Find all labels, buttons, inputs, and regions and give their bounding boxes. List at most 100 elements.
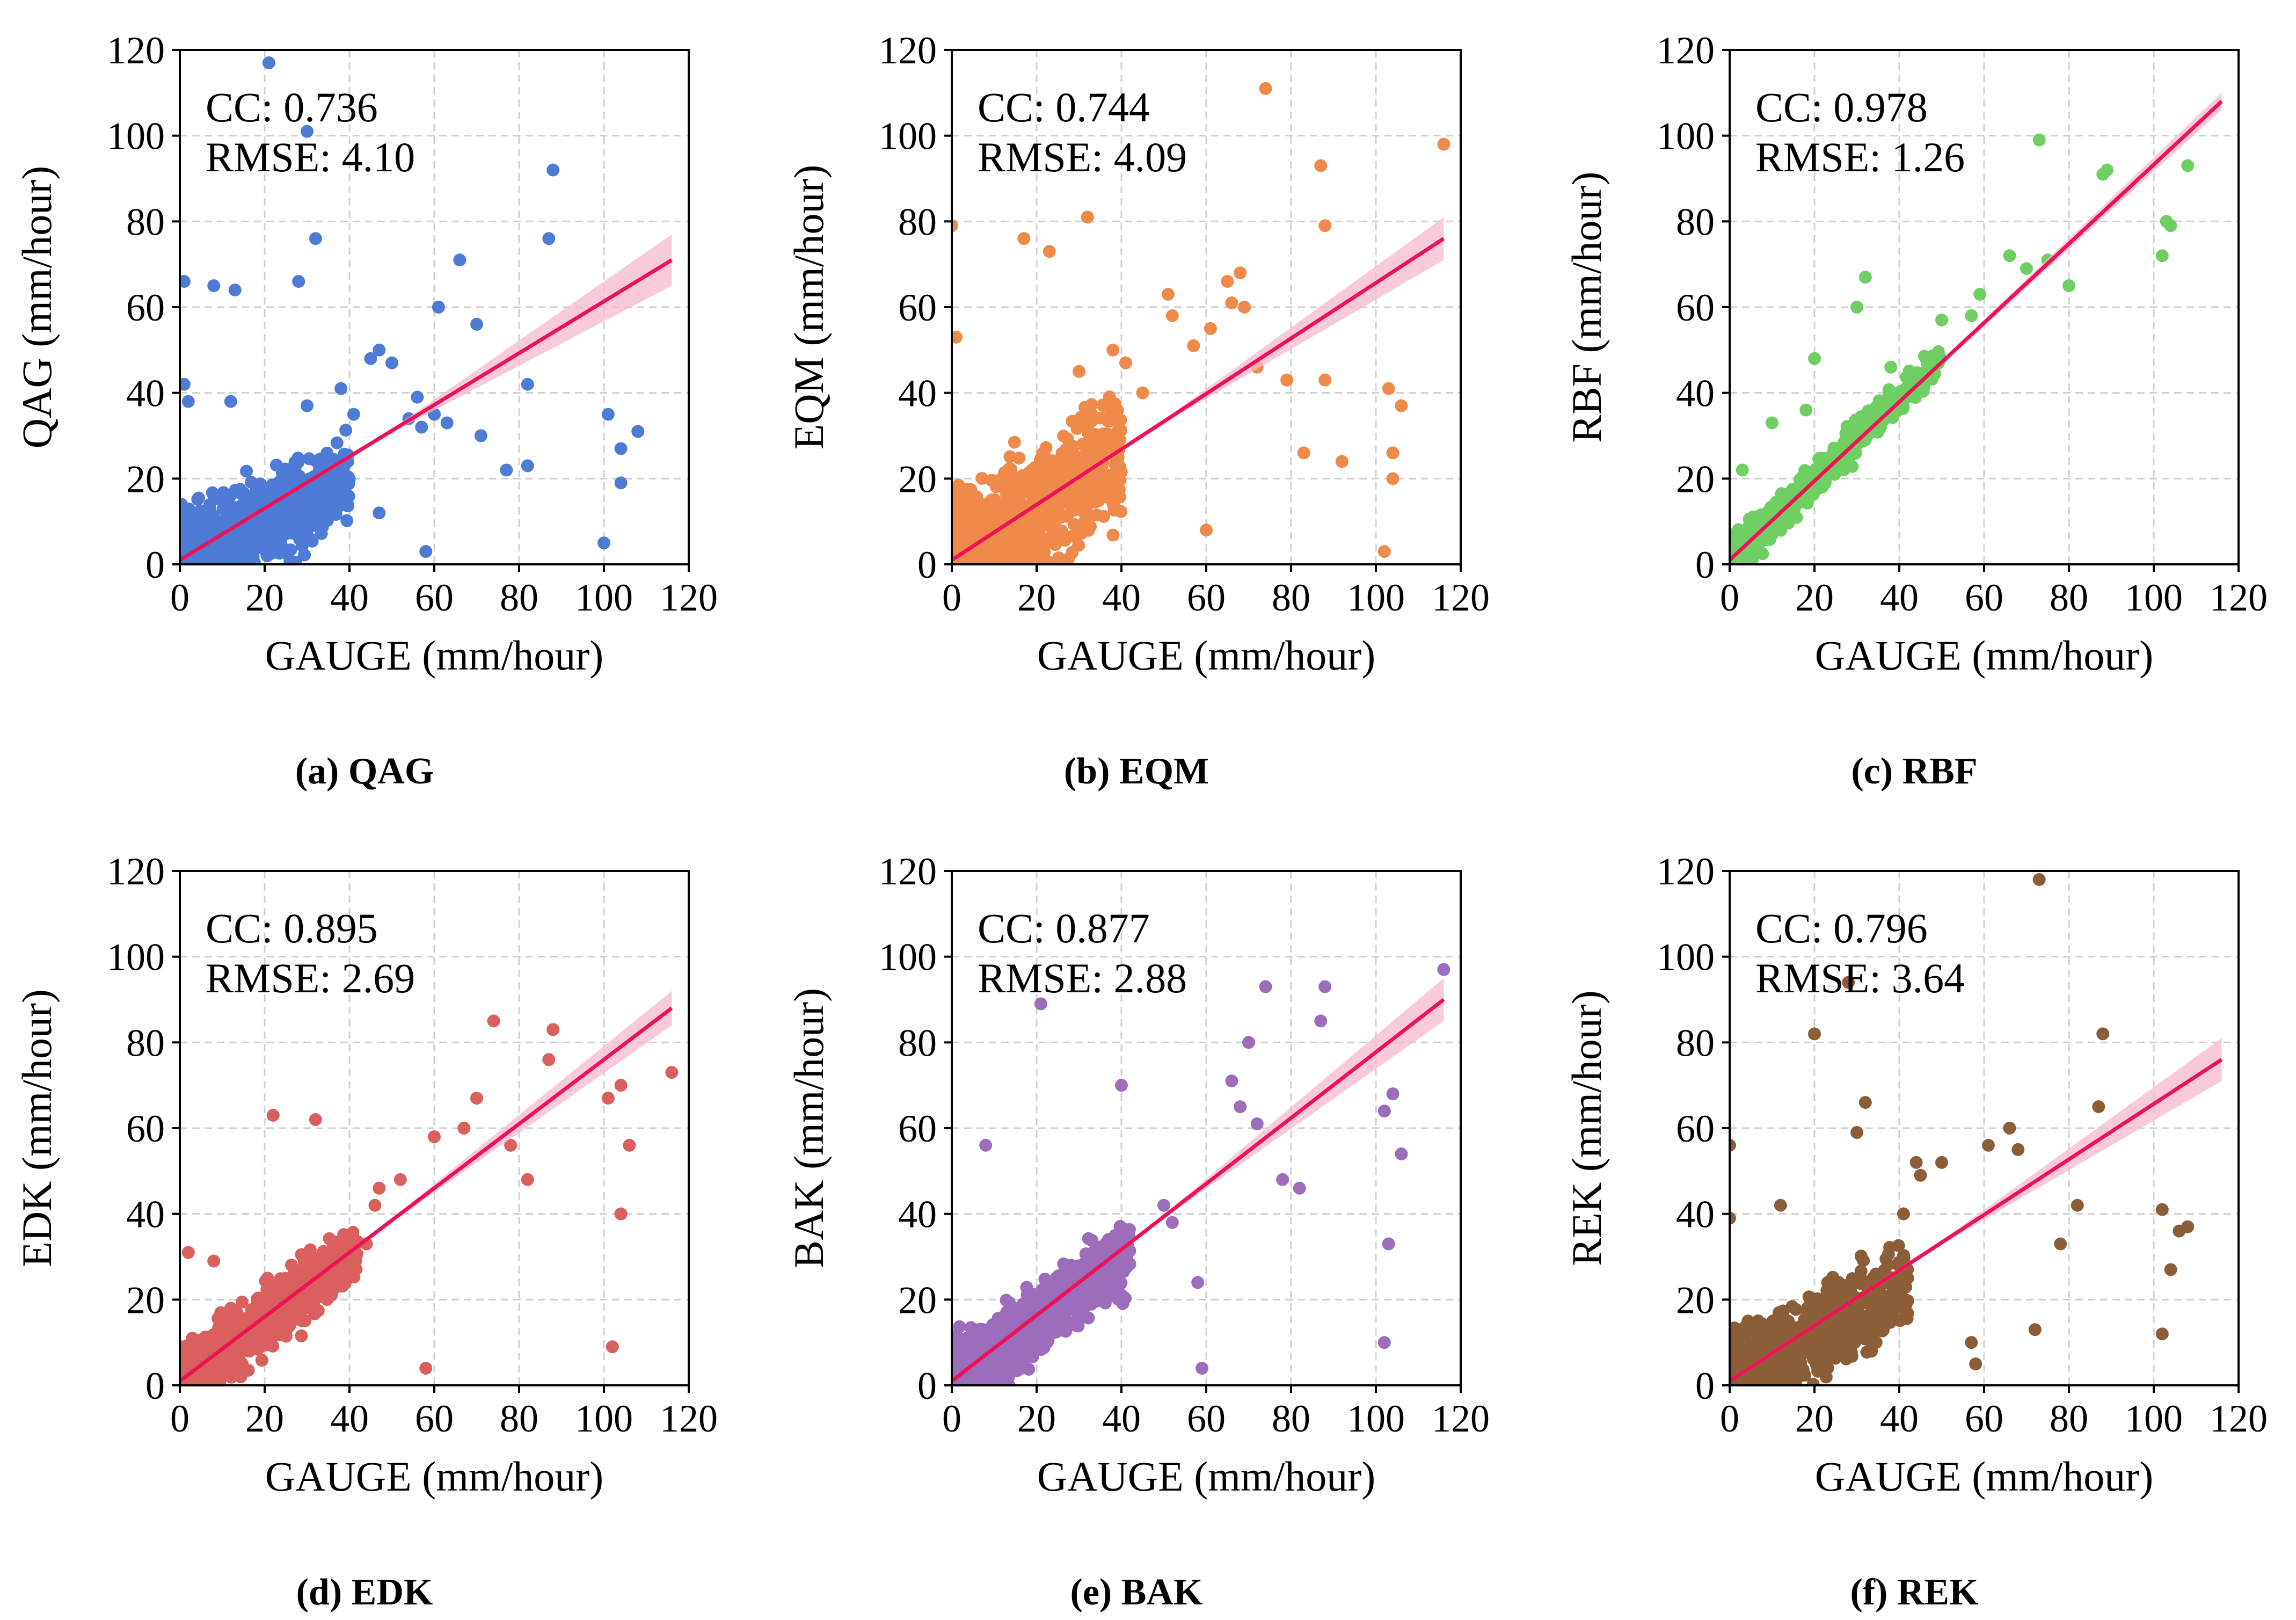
x-tick-label: 0 [942,1397,961,1440]
scatter-point [956,527,970,541]
scatter-point [1092,477,1105,491]
scatter-point [255,1354,268,1367]
scatter-point [1314,159,1328,172]
y-tick-label: 20 [126,1278,165,1321]
scatter-point [180,275,191,288]
subfigure-caption: (d) EDK [296,1572,433,1613]
scatter-point [1225,1074,1238,1088]
scatter-point [601,1092,615,1105]
y-tick-label: 40 [126,1193,165,1236]
scatter-point [1382,1237,1395,1251]
rmse-annotation: RMSE: 1.26 [1755,134,1965,180]
scatter-point [1884,360,1898,374]
y-tick-label: 20 [1676,457,1715,500]
scatter-point [2032,133,2046,147]
scatter-point [258,1326,271,1339]
scatter-point [1051,457,1065,470]
x-tick-label: 100 [1347,576,1405,619]
scatter-point [1078,453,1092,466]
scatter-point [195,1378,209,1385]
scatter-point [1318,219,1332,233]
scatter-point [1088,435,1101,449]
x-tick-label: 20 [1795,576,1834,619]
scatter-point [1081,210,1094,224]
scatter-point [614,1207,628,1221]
x-tick-label: 100 [575,576,633,619]
rmse-annotation: RMSE: 4.10 [206,134,415,180]
scatter-point [1187,339,1200,352]
scatter-point [315,453,328,466]
scatter-point [1069,451,1082,464]
scatter-point [235,1295,249,1309]
scatter-point [393,1173,407,1186]
scatter-point [1047,1285,1061,1299]
scatter-point [207,1254,221,1268]
scatter-point [334,382,348,395]
scatter-point [1093,1276,1106,1290]
scatter-point [1157,1198,1170,1212]
scatter-point [1067,504,1080,517]
y-axis-title: EQM (mm/hour) [785,165,832,450]
y-axis-title: QAG (mm/hour) [13,166,60,448]
scatter-point [1067,518,1081,531]
scatter-point [1293,1181,1306,1195]
scatter-point [368,1198,382,1212]
scatter-point [1806,1377,1820,1385]
scatter-point [1276,1173,1289,1186]
scatter-point [234,483,247,496]
subfigure-caption: (e) BAK [1070,1572,1203,1613]
scatter-point [1850,301,1863,314]
scatter-point [313,514,326,527]
scatter-point [1437,137,1451,151]
scatter-point [1242,1036,1255,1049]
scatter-point [665,1066,679,1079]
scatter-point [1077,416,1091,430]
scatter-point [1088,491,1101,505]
scatter-point [470,317,483,331]
scatter-point [1846,460,1859,473]
scatter-point [240,464,253,478]
scatter-point [1055,447,1069,460]
y-tick-label: 100 [879,936,937,979]
scatter-point [2164,219,2177,233]
scatter-point [614,476,628,490]
scatter-point [2181,159,2195,172]
scatter-point [1017,232,1031,245]
scatter-point [276,476,289,490]
scatter-point [1106,343,1120,357]
scatter-point [272,530,285,543]
scatter-point [327,470,341,483]
y-tick-label: 20 [898,1278,937,1321]
x-tick-label: 120 [1432,576,1490,619]
scatter-point [1196,1362,1209,1375]
cc-annotation: CC: 0.736 [206,84,378,130]
scatter-point [224,1302,237,1315]
scatter-point [960,515,974,529]
subfigure-caption: (a) QAG [295,751,434,792]
scatter-point [220,512,233,525]
scatter-point [504,1138,517,1152]
scatter-point [614,1079,628,1092]
scatter-point [214,555,227,564]
scatter-point [1070,1319,1083,1332]
scatter-point [1005,1358,1019,1371]
scatter-point [1827,441,1841,455]
scatter-point [207,279,221,293]
scatter-point [521,1173,534,1186]
scatter-point [1035,514,1048,527]
cc-annotation: CC: 0.877 [978,905,1150,951]
scatter-point [1034,997,1047,1011]
y-tick-label: 80 [898,1021,937,1064]
scatter-point [228,284,242,297]
x-tick-label: 60 [415,576,454,619]
y-tick-label: 100 [1657,115,1715,158]
y-tick-label: 40 [898,1193,937,1236]
scatter-point [1085,1294,1098,1307]
scatter-point [1250,1117,1264,1131]
y-tick-label: 60 [898,1107,937,1150]
scatter-point [1905,369,1919,382]
x-tick-label: 20 [1017,576,1056,619]
subfigure-caption: (b) EQM [1064,751,1209,792]
scatter-point [1736,463,1749,477]
y-tick-label: 80 [126,1021,165,1064]
